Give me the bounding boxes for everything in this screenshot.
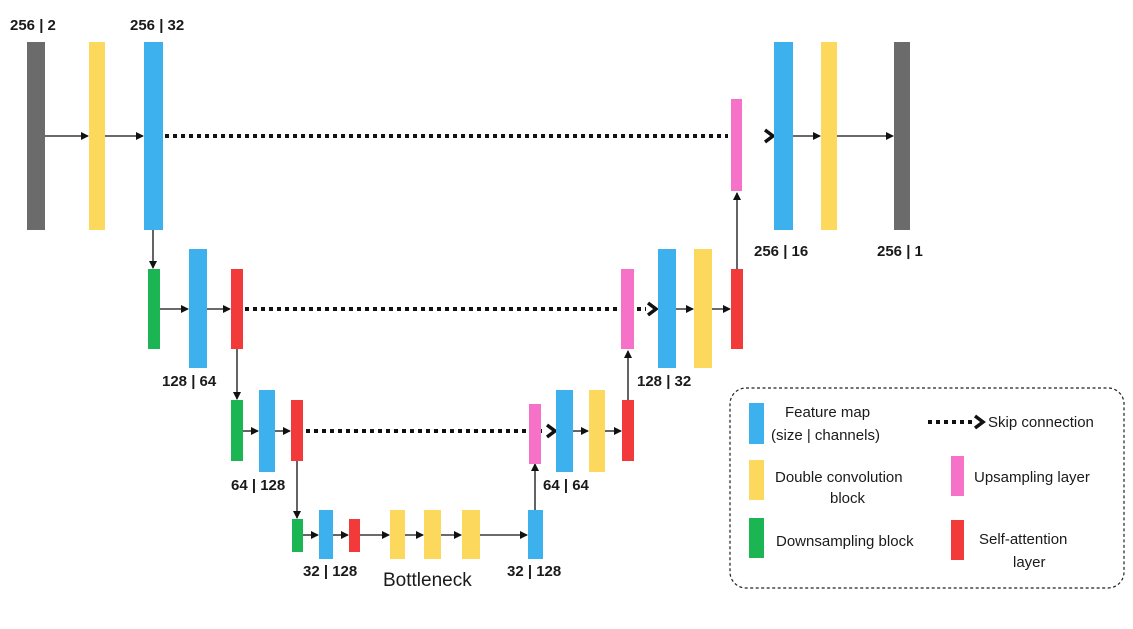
upsampling-layer — [731, 99, 742, 191]
input-dims-label: 256 | 2 — [10, 17, 56, 34]
self-attention-layer — [349, 519, 360, 552]
feature-map-enc1 — [144, 42, 163, 230]
dec4-dims-label: 32 | 128 — [507, 563, 561, 580]
self-attention-layer — [622, 400, 634, 461]
legend-feature-map-swatch — [749, 403, 764, 444]
skip-arrowhead-2 — [646, 301, 659, 317]
skip-arrowhead-1 — [763, 128, 776, 144]
legend-double-conv-line1: Double convolution — [775, 469, 903, 486]
legend-feature-map-line1: Feature map — [785, 404, 870, 421]
double-conv-block — [424, 510, 441, 559]
legend-upsampling-swatch — [951, 456, 964, 496]
enc4-dims-label: 32 | 128 — [303, 563, 357, 580]
legend-box — [729, 387, 1125, 589]
double-conv-block — [89, 42, 105, 230]
output-map — [894, 42, 910, 230]
legend-skip-label: Skip connection — [988, 414, 1094, 431]
feature-map-enc3 — [259, 390, 275, 472]
legend-self-attention-line2: layer — [1013, 554, 1046, 571]
legend-downsampling-label: Downsampling block — [776, 533, 914, 550]
enc1-dims-label: 256 | 32 — [130, 17, 184, 34]
legend-feature-map-line2: (size | channels) — [771, 427, 880, 444]
double-conv-block — [462, 510, 480, 559]
legend: Feature map (size | channels) Skip conne… — [729, 387, 1125, 589]
dec2-dims-label: 128 | 32 — [637, 373, 691, 390]
feature-map-dec1 — [774, 42, 793, 230]
output-dims-label: 256 | 1 — [877, 243, 923, 260]
dec1-dims-label: 256 | 16 — [754, 243, 808, 260]
feature-map-dec2 — [658, 249, 676, 368]
self-attention-layer — [291, 400, 303, 461]
double-conv-block — [694, 249, 712, 368]
feature-map-dec4 — [528, 510, 543, 559]
feature-map-dec3 — [556, 390, 573, 472]
double-conv-block — [589, 390, 605, 472]
downsampling-block — [148, 269, 160, 349]
skip-arrowhead-3 — [545, 423, 558, 439]
enc2-dims-label: 128 | 64 — [162, 373, 217, 390]
self-attention-layer — [231, 269, 243, 349]
upsampling-layer — [529, 404, 541, 464]
legend-self-attention-line1: Self-attention — [979, 531, 1067, 548]
legend-downsampling-swatch — [749, 518, 764, 558]
legend-skip-arrowhead — [973, 414, 986, 430]
double-conv-block — [821, 42, 837, 230]
dec3-dims-label: 64 | 64 — [543, 477, 590, 494]
downsampling-block — [292, 519, 303, 552]
legend-self-attention-swatch — [951, 520, 964, 560]
feature-map-enc2 — [189, 249, 207, 368]
legend-upsampling-label: Upsampling layer — [974, 469, 1090, 486]
legend-double-conv-swatch — [749, 460, 764, 500]
upsampling-layer — [621, 269, 634, 349]
bottleneck-label: Bottleneck — [383, 570, 472, 591]
self-attention-layer — [731, 269, 743, 349]
feature-map-enc4 — [319, 510, 333, 559]
input-map — [27, 42, 45, 230]
enc3-dims-label: 64 | 128 — [231, 477, 285, 494]
double-conv-block — [390, 510, 405, 559]
legend-double-conv-line2: block — [830, 490, 866, 507]
downsampling-block — [231, 400, 243, 461]
